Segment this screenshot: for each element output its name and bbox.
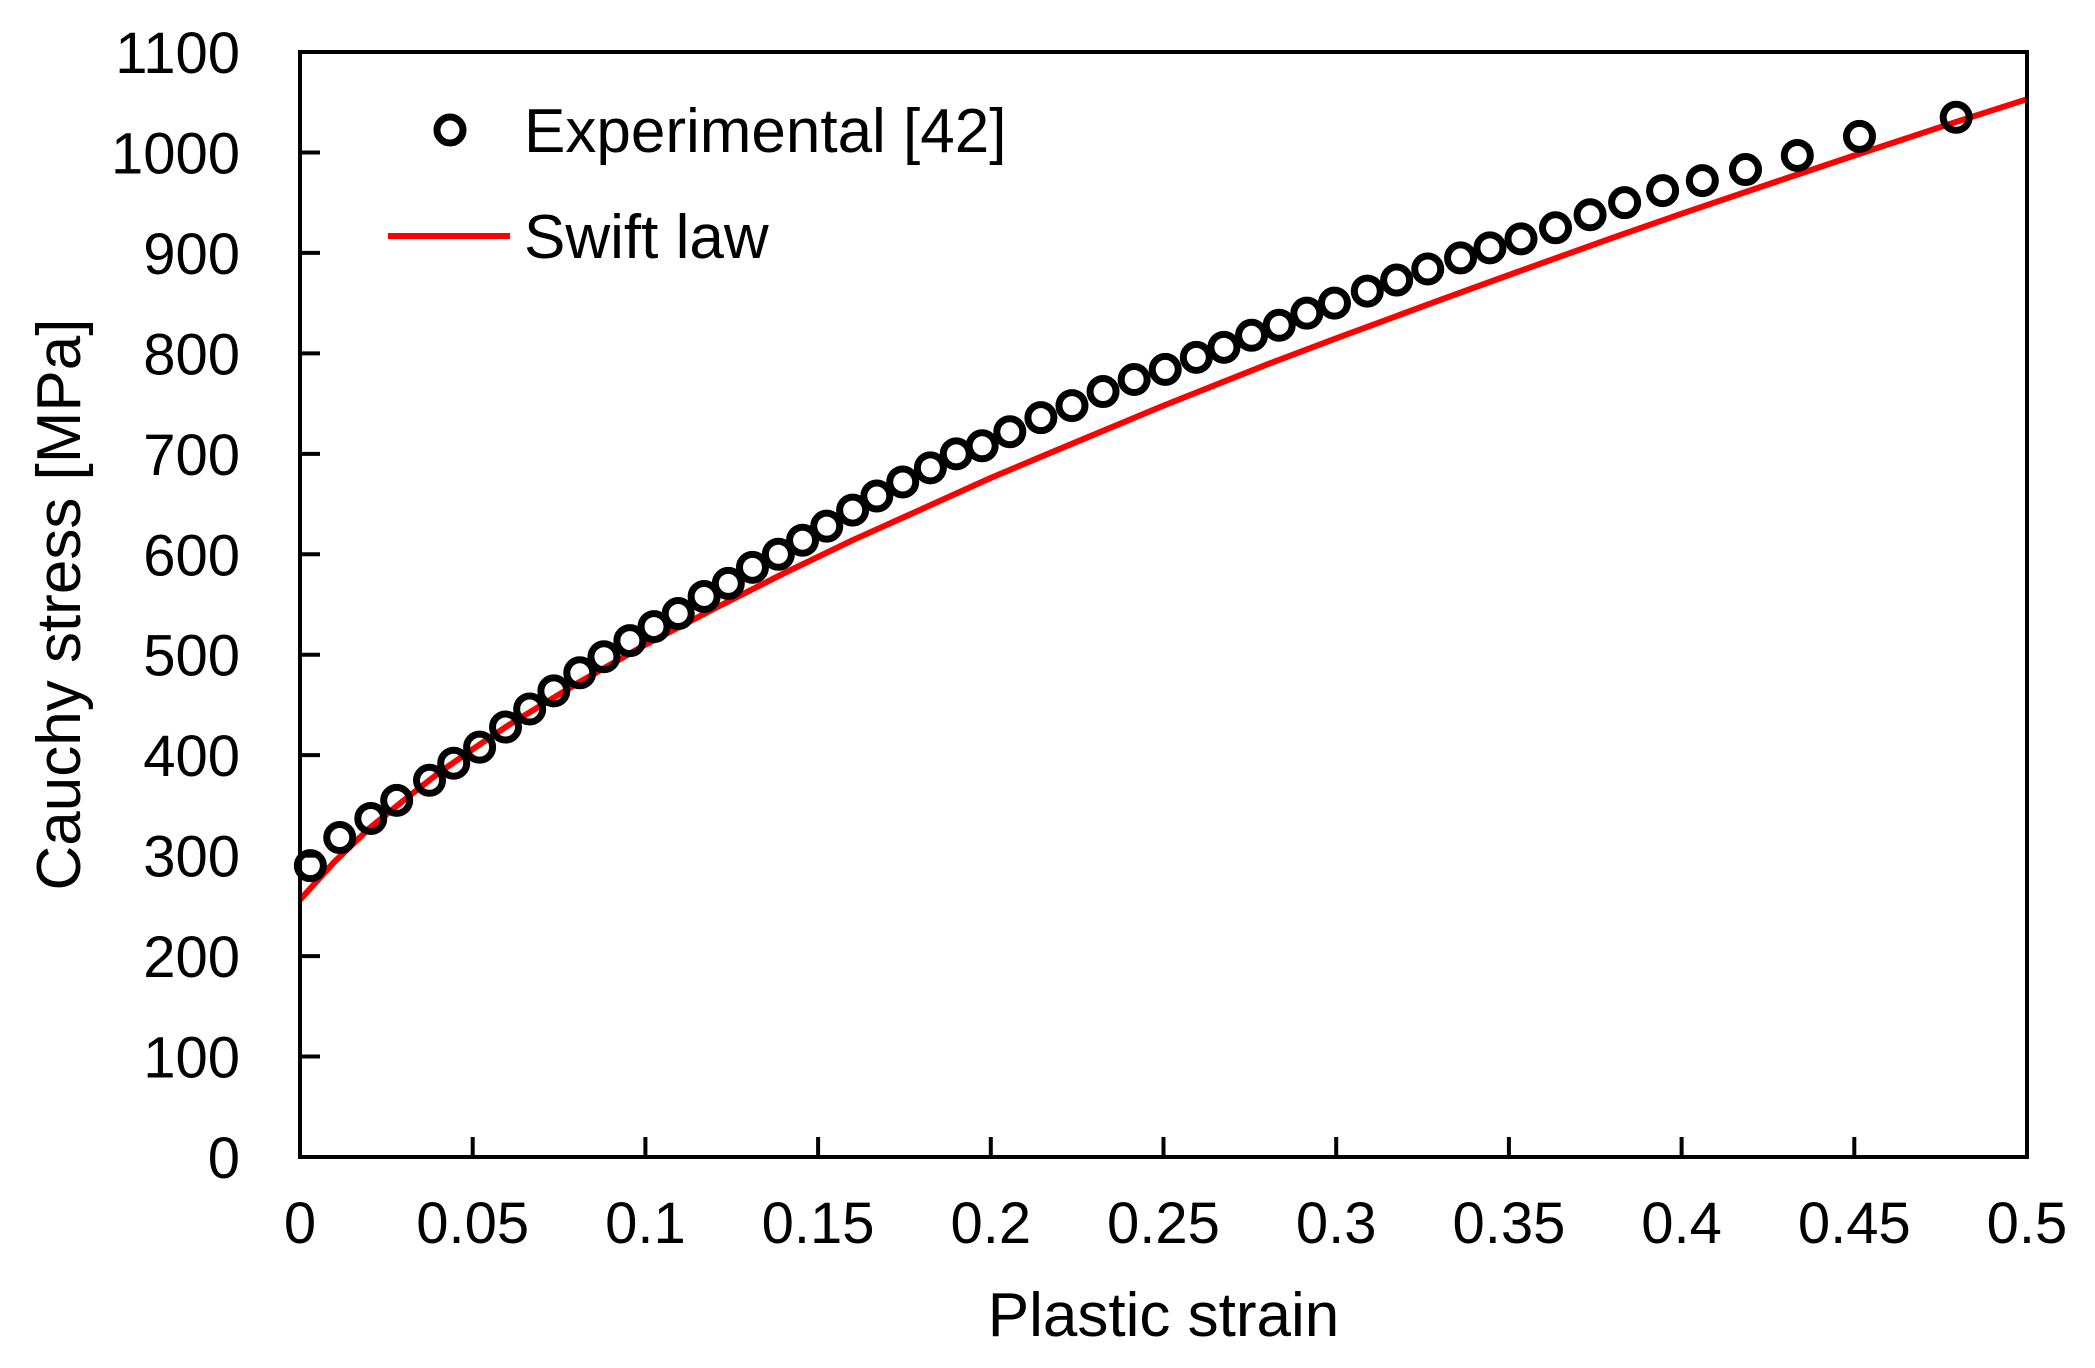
data-point-experimental — [1939, 100, 1973, 134]
y-tick-label: 400 — [143, 724, 240, 789]
data-point-experimental — [380, 783, 414, 817]
data-point-experimental — [1685, 164, 1719, 198]
data-point-experimental — [1290, 296, 1324, 330]
data-point-experimental — [1573, 198, 1607, 232]
data-point-experimental — [661, 597, 695, 631]
data-point-experimental — [1235, 318, 1269, 352]
y-tick-label: 100 — [143, 1026, 240, 1091]
data-point-experimental — [323, 821, 357, 855]
data-point-experimental — [637, 610, 671, 644]
y-axis-ticks: 0 100 200 300 400 500 600 700 800 900 1000 1100 — [111, 21, 320, 1191]
legend: Experimental [42] Swift law — [388, 97, 1006, 272]
data-point-experimental — [1262, 308, 1296, 342]
legend-label-experimental: Experimental [42] — [524, 97, 1006, 166]
y-axis-title: Cauchy stress [MPa] — [25, 319, 94, 891]
y-tick-label: 700 — [143, 423, 240, 488]
data-point-experimental — [1055, 389, 1089, 423]
data-point-experimental — [413, 763, 447, 797]
data-point-experimental — [1207, 330, 1241, 364]
data-point-experimental — [463, 730, 497, 764]
x-axis-title: Plastic strain — [988, 1281, 1339, 1350]
y-tick-label: 1100 — [115, 21, 240, 86]
data-point-experimental — [1024, 401, 1058, 435]
y-tick-label: 500 — [143, 624, 240, 689]
x-tick-label: 0.25 — [1107, 1191, 1220, 1256]
legend-label-swift-law: Swift law — [524, 203, 769, 272]
x-tick-label: 0.4 — [1641, 1191, 1722, 1256]
y-tick-label: 800 — [143, 322, 240, 387]
y-tick-label: 300 — [143, 825, 240, 890]
data-point-experimental — [1317, 286, 1351, 320]
data-point-experimental — [810, 509, 844, 543]
data-point-experimental — [563, 656, 597, 690]
plot-data-layer — [293, 96, 2028, 902]
data-point-experimental — [293, 849, 327, 883]
data-point-experimental — [993, 415, 1027, 449]
data-point-experimental — [437, 746, 471, 780]
x-axis-ticks: 0 0.05 0.1 0.15 0.2 0.25 0.3 0.35 0.4 0.45 0.5 — [284, 1137, 2067, 1256]
data-point-experimental — [1646, 174, 1680, 208]
data-point-experimental — [687, 579, 721, 613]
data-point-experimental — [836, 493, 870, 527]
data-point-experimental — [1473, 231, 1507, 265]
data-point-experimental — [913, 451, 947, 485]
y-tick-label: 600 — [143, 523, 240, 588]
data-point-experimental — [786, 523, 820, 557]
data-point-experimental — [1539, 211, 1573, 245]
data-point-experimental — [1411, 252, 1445, 286]
data-point-experimental — [1444, 241, 1478, 275]
data-point-experimental — [965, 429, 999, 463]
data-point-experimental — [1608, 186, 1642, 220]
y-tick-label: 1000 — [111, 121, 240, 186]
x-tick-label: 0.05 — [416, 1191, 529, 1256]
data-point-experimental — [354, 801, 388, 835]
data-point-experimental — [537, 674, 571, 708]
x-tick-label: 0.1 — [605, 1191, 686, 1256]
x-tick-label: 0.2 — [950, 1191, 1031, 1256]
data-point-experimental — [1504, 222, 1538, 256]
data-point-experimental — [587, 640, 621, 674]
data-point-experimental — [1380, 263, 1414, 297]
data-point-experimental — [735, 550, 769, 584]
data-point-experimental — [886, 465, 920, 499]
x-tick-label: 0.5 — [1987, 1191, 2068, 1256]
data-point-experimental — [513, 692, 547, 726]
data-point-experimental — [1179, 340, 1213, 374]
data-point-experimental — [1350, 274, 1384, 308]
y-tick-label: 200 — [143, 925, 240, 990]
data-point-experimental — [1117, 362, 1151, 396]
data-point-experimental — [1728, 153, 1762, 187]
data-point-experimental — [1842, 119, 1876, 153]
data-point-experimental — [489, 710, 523, 744]
data-point-experimental — [761, 537, 795, 571]
x-tick-label: 0.45 — [1798, 1191, 1911, 1256]
data-point-experimental — [613, 624, 647, 658]
x-tick-label: 0 — [284, 1191, 316, 1256]
y-tick-label: 900 — [143, 222, 240, 287]
x-tick-label: 0.3 — [1296, 1191, 1377, 1256]
x-tick-label: 0.15 — [762, 1191, 875, 1256]
y-tick-label: 0 — [208, 1126, 240, 1191]
data-point-experimental — [1086, 375, 1120, 409]
data-point-experimental — [1780, 138, 1814, 172]
legend-marker-experimental — [433, 113, 467, 147]
data-point-experimental — [1148, 352, 1182, 386]
x-tick-label: 0.35 — [1452, 1191, 1565, 1256]
data-point-experimental — [711, 566, 745, 600]
data-point-experimental — [860, 479, 894, 513]
